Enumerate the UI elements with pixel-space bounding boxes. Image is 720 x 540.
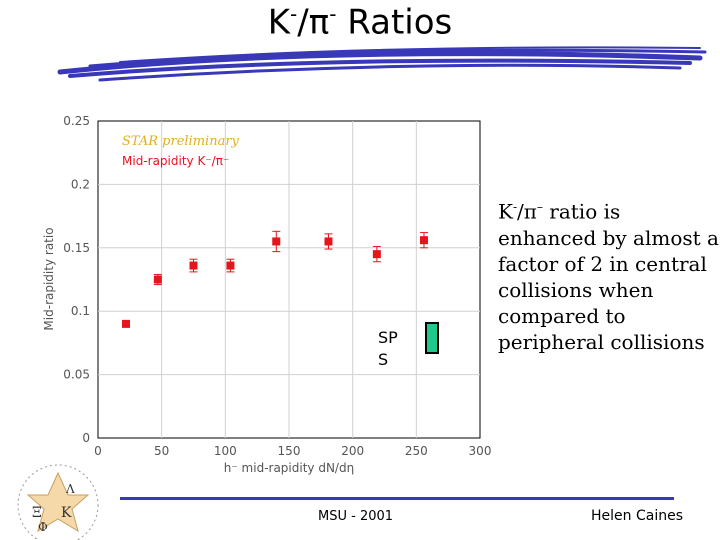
- x-tick-label: 0: [94, 444, 102, 458]
- y-tick-label: 0: [82, 431, 90, 445]
- star-collaboration-logo: Ξ K Φ Λ: [17, 464, 99, 540]
- x-tick-label: 50: [154, 444, 169, 458]
- x-tick-label: 150: [278, 444, 301, 458]
- footer-author: Helen Caines: [591, 508, 683, 524]
- side-text-line1: K-/π– ratio is: [498, 199, 621, 224]
- chart-legend: Mid-rapidity K⁻/π⁻: [122, 154, 229, 168]
- data-point: [324, 237, 333, 246]
- y-tick-label: 0.05: [63, 368, 90, 382]
- title-swoosh: [57, 46, 707, 82]
- data-point: [122, 319, 131, 328]
- y-tick-label: 0.15: [63, 241, 90, 255]
- y-tick-label: 0.2: [71, 177, 90, 191]
- x-tick-label: 250: [405, 444, 428, 458]
- x-tick-label: 100: [214, 444, 237, 458]
- side-text: K-/π– ratio is enhanced by almost a fact…: [498, 194, 720, 355]
- sps-indicator-box: [425, 322, 439, 354]
- svg-text:Λ: Λ: [65, 482, 75, 496]
- slide-title: K-/π- Ratios: [267, 2, 453, 43]
- tick-layer: 0 50 100 150 200 250 300 0 0.05 0.1 0.15 0.2 0.25: [63, 114, 491, 458]
- x-axis-label: h⁻ mid-rapidity dN/dη: [224, 461, 354, 475]
- y-tick-label: 0.25: [63, 114, 90, 128]
- y-tick-label: 0.1: [71, 304, 90, 318]
- side-text-line5: compared to: [498, 303, 626, 328]
- svg-text:K: K: [61, 505, 72, 521]
- data-point: [372, 250, 381, 259]
- data-point: [153, 275, 162, 284]
- data-point: [189, 261, 198, 270]
- svg-text:Ξ: Ξ: [32, 505, 42, 521]
- chart-annotation: STAR preliminary: [122, 134, 240, 149]
- footer-event: MSU - 2001: [318, 509, 394, 524]
- x-tick-label: 200: [341, 444, 364, 458]
- side-text-line6: peripheral collisions: [498, 329, 705, 354]
- svg-text:Φ: Φ: [38, 520, 48, 534]
- x-tick-label: 300: [469, 444, 492, 458]
- data-point: [419, 236, 428, 245]
- grid-layer: [98, 121, 480, 438]
- data-point: [226, 261, 235, 270]
- sps-label: SP S: [378, 328, 398, 369]
- side-text-line4: collisions when: [498, 277, 654, 302]
- side-text-line2: enhanced by almost a: [498, 225, 719, 250]
- data-layer: [122, 230, 428, 328]
- side-text-line3: factor of 2 in central: [498, 251, 707, 276]
- data-point: [272, 237, 281, 246]
- footer-rule: [120, 497, 674, 500]
- y-axis-label: Mid-rapidity ratio: [42, 227, 56, 330]
